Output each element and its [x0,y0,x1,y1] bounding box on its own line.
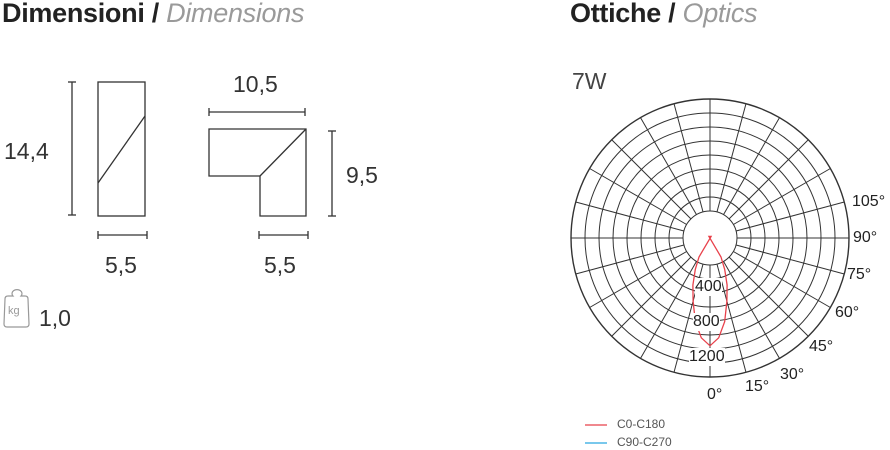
power-label: 7W [572,68,607,94]
optics-title: Ottiche / [570,0,683,28]
polar-spoke [728,256,809,337]
width-label-b: 10,5 [233,71,278,97]
polar-spoke [611,256,692,337]
polar-spoke [723,261,780,359]
polar-spoke [673,103,704,213]
legend-c90-c270: C90-C270 [617,435,672,449]
width-label-a: 5,5 [105,252,137,278]
polar-spoke [733,168,831,225]
dimension-drawing [68,81,336,239]
polar-spoke [716,263,747,373]
weight-kg-icon [3,289,30,328]
polar-spoke [735,244,845,275]
depth-label-b: 5,5 [264,252,296,278]
weight-unit: kg [8,305,20,317]
front-view [97,81,146,217]
angle-label: 90° [853,229,878,246]
legend-c0-c180: C0-C180 [617,417,666,431]
optics-heading: Ottiche / Optics [570,0,758,29]
polar-diagram [570,98,850,378]
angle-label: 75° [847,266,872,283]
polar-spoke [589,251,687,308]
series-curve [692,235,728,347]
polar-spoke [575,201,685,232]
height-label-b: 9,5 [346,162,378,188]
dimensions-title: Dimensioni / [2,0,167,28]
polar-spoke [733,251,831,308]
polar-spoke [735,201,845,232]
polar-spoke [611,139,692,220]
angle-label: 0° [707,386,723,403]
angle-label: 60° [835,304,860,321]
weight-value: 1,0 [39,305,71,331]
height-label-a: 14,4 [4,138,49,164]
polar-spoke [723,117,780,215]
radial-label: 1200 [689,348,725,366]
radial-label: 400 [695,278,722,296]
polar-spoke [728,139,809,220]
angle-label: 15° [745,378,770,395]
polar-spoke [716,103,747,213]
angle-label: 105° [852,193,886,210]
radial-label: 800 [693,313,720,331]
polar-spoke [575,244,685,275]
angle-label: 30° [780,366,805,383]
optics-title-en: Optics [682,0,758,28]
polar-spoke [640,261,697,359]
polar-spoke [589,168,687,225]
dimensions-title-en: Dimensions [166,0,305,28]
side-view [208,128,307,217]
polar-spoke [640,117,697,215]
angle-label: 45° [809,338,834,355]
dimensions-heading: Dimensioni / Dimensions [2,0,305,29]
